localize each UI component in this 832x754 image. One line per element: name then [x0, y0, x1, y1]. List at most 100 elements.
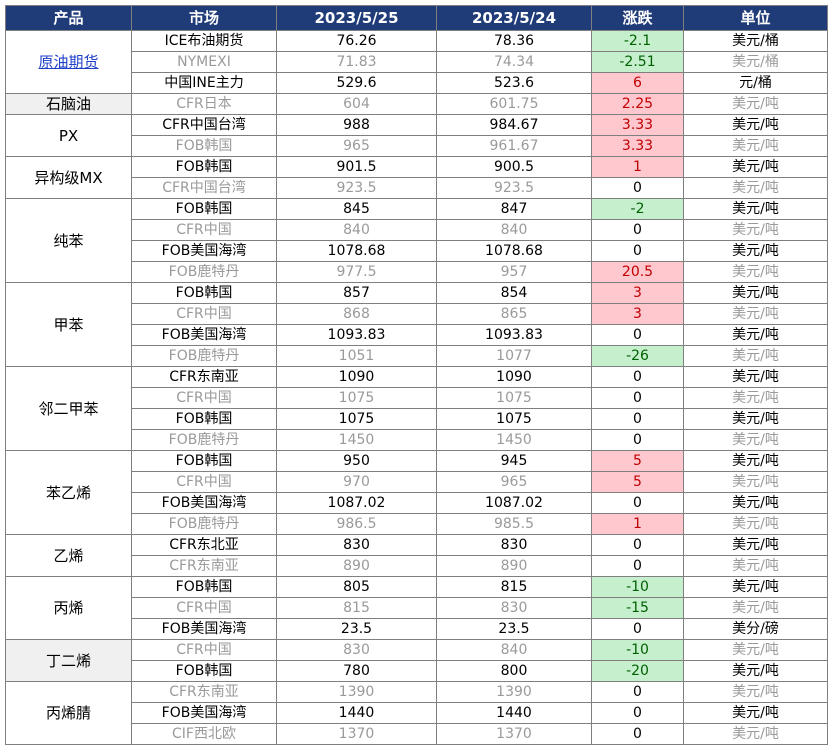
unit-cell: 美元/吨: [683, 429, 828, 451]
change-cell: 3: [591, 282, 684, 304]
price-prev-cell: 854: [436, 282, 592, 304]
price-prev-cell: 1450: [436, 429, 592, 451]
product-cell: 丁二烯: [5, 639, 132, 682]
table-row: CIF西北欧 1370 1370 0 美元/吨: [6, 723, 828, 745]
price-today-cell: 1370: [276, 723, 437, 745]
product-cell: 甲苯: [5, 282, 132, 367]
price-today-cell: 529.6: [276, 72, 437, 94]
change-cell: 5: [591, 471, 684, 493]
market-cell: CFR中国: [131, 219, 277, 241]
product-link[interactable]: 原油期货: [38, 53, 99, 71]
change-cell: 0: [591, 618, 684, 640]
change-cell: 0: [591, 240, 684, 262]
table-row: CFR中国 970 965 5 美元/吨: [6, 471, 828, 493]
unit-cell: 美元/吨: [683, 555, 828, 577]
product-label: 石脑油: [45, 95, 91, 113]
product-label: 异构级MX: [34, 168, 103, 187]
product-label: 纯苯: [53, 231, 84, 250]
price-today-cell: 923.5: [276, 177, 437, 199]
unit-cell: 美元/吨: [683, 492, 828, 514]
price-today-cell: 1093.83: [276, 324, 437, 346]
price-today-cell: 845: [276, 198, 437, 220]
unit-cell: 美元/吨: [683, 366, 828, 388]
price-today-cell: 901.5: [276, 156, 437, 178]
change-cell: 0: [591, 324, 684, 346]
price-today-cell: 1450: [276, 429, 437, 451]
unit-cell: 美元/吨: [683, 471, 828, 493]
unit-cell: 美元/吨: [683, 345, 828, 367]
price-today-cell: 830: [276, 534, 437, 556]
change-cell: 0: [591, 492, 684, 514]
market-cell: CFR东南亚: [131, 555, 277, 577]
price-today-cell: 1440: [276, 702, 437, 724]
table-row: FOB美国海湾 1093.83 1093.83 0 美元/吨: [6, 324, 828, 346]
price-today-cell: 965: [276, 135, 437, 157]
change-cell: -20: [591, 660, 684, 682]
price-today-cell: 23.5: [276, 618, 437, 640]
price-today-cell: 986.5: [276, 513, 437, 535]
table-row: FOB韩国 965 961.67 3.33 美元/吨: [6, 135, 828, 157]
change-cell: -2.51: [591, 51, 684, 73]
market-cell: CIF西北欧: [131, 723, 277, 745]
market-cell: FOB美国海湾: [131, 324, 277, 346]
price-prev-cell: 840: [436, 639, 592, 661]
table-row: FOB韩国 780 800 -20 美元/吨: [6, 660, 828, 682]
table-row: CFR中国 1075 1075 0 美元/吨: [6, 387, 828, 409]
market-cell: NYMEXI: [131, 51, 277, 73]
price-prev-cell: 601.75: [436, 93, 592, 115]
change-cell: 2.25: [591, 93, 684, 115]
price-today-cell: 830: [276, 639, 437, 661]
unit-cell: 美元/吨: [683, 723, 828, 745]
table-body: 原油期货 ICE布油期货 76.26 78.36 -2.1 美元/桶 NYMEXI 71.83…: [5, 30, 828, 745]
unit-cell: 美元/吨: [683, 240, 828, 262]
market-cell: CFR中国台湾: [131, 114, 277, 136]
table-row: CFR中国 868 865 3 美元/吨: [6, 303, 828, 325]
price-today-cell: 890: [276, 555, 437, 577]
product-cell: 纯苯: [5, 198, 132, 283]
product-label: 丙烯腈: [45, 704, 91, 722]
change-cell: 0: [591, 429, 684, 451]
price-prev-cell: 830: [436, 534, 592, 556]
unit-cell: 美元/桶: [683, 30, 828, 52]
unit-cell: 美元/吨: [683, 219, 828, 241]
unit-cell: 美分/磅: [683, 618, 828, 640]
price-today-cell: 604: [276, 93, 437, 115]
unit-cell: 美元/吨: [683, 597, 828, 619]
product-cell[interactable]: 原油期货: [5, 30, 132, 94]
price-prev-cell: 1078.68: [436, 240, 592, 262]
table-row: PX CFR中国台湾 988 984.67 3.33 美元/吨: [5, 114, 828, 157]
unit-cell: 美元/吨: [683, 681, 828, 703]
product-cell: 丙烯腈: [5, 681, 132, 745]
price-prev-cell: 965: [436, 471, 592, 493]
price-today-cell: 868: [276, 303, 437, 325]
market-cell: 中国INE主力: [131, 72, 277, 94]
price-prev-cell: 923.5: [436, 177, 592, 199]
product-label: 苯乙烯: [45, 483, 91, 502]
price-prev-cell: 840: [436, 219, 592, 241]
change-cell: 0: [591, 723, 684, 745]
change-cell: 3: [591, 303, 684, 325]
table-row: CFR中国 840 840 0 美元/吨: [6, 219, 828, 241]
price-prev-cell: 1390: [436, 681, 592, 703]
price-today-cell: 1090: [276, 366, 437, 388]
product-label: PX: [58, 126, 79, 145]
product-cell: 丙烯: [5, 576, 132, 640]
price-prev-cell: 1087.02: [436, 492, 592, 514]
market-cell: FOB美国海湾: [131, 240, 277, 262]
change-cell: 0: [591, 387, 684, 409]
unit-cell: 美元/吨: [683, 282, 828, 304]
price-prev-cell: 847: [436, 198, 592, 220]
product-label: 丙烯: [53, 599, 84, 617]
unit-cell: 美元/吨: [683, 408, 828, 430]
market-cell: CFR中国: [131, 303, 277, 325]
change-cell: -10: [591, 576, 684, 598]
market-cell: FOB鹿特丹: [131, 513, 277, 535]
market-cell: FOB韩国: [131, 198, 277, 220]
unit-cell: 美元/吨: [683, 261, 828, 283]
price-today-cell: 988: [276, 114, 437, 136]
unit-cell: 美元/吨: [683, 576, 828, 598]
market-cell: CFR中国: [131, 597, 277, 619]
price-prev-cell: 78.36: [436, 30, 592, 52]
market-cell: FOB美国海湾: [131, 618, 277, 640]
table-row: FOB韩国 1075 1075 0 美元/吨: [6, 408, 828, 430]
